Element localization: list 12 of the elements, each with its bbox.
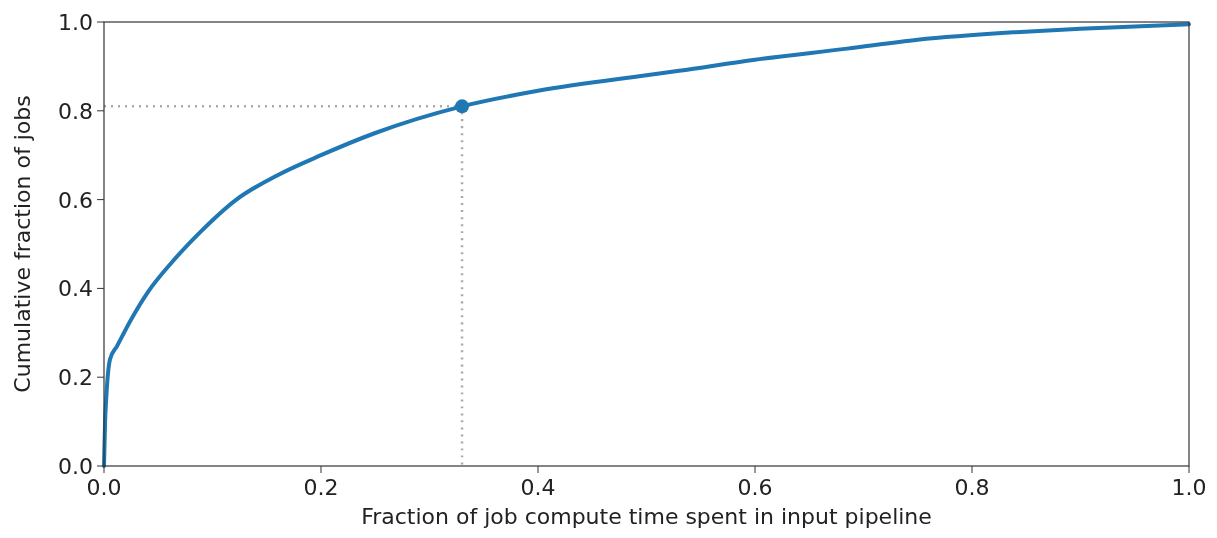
- x-tick-label: 0.8: [954, 475, 990, 500]
- x-axis-title: Fraction of job compute time spent in input pipeline: [361, 504, 932, 529]
- x-tick-label: 0.6: [737, 475, 773, 500]
- y-tick-label: 0.2: [58, 365, 93, 391]
- x-tick-label: 0.4: [520, 475, 556, 500]
- y-tick-label: 0.6: [58, 187, 93, 213]
- y-tick-label: 1.0: [58, 10, 93, 35]
- x-tick-label: 0.2: [303, 475, 339, 500]
- y-axis-title: Cumulative fraction of jobs: [10, 95, 35, 393]
- y-tick-label: 0.8: [58, 98, 93, 124]
- y-tick-label: 0.4: [58, 276, 93, 302]
- x-tick-label: 1.0: [1171, 475, 1207, 500]
